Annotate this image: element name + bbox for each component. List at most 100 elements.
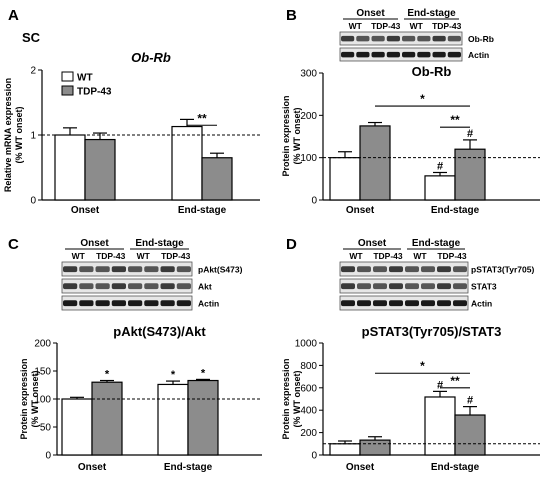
blot-band xyxy=(453,266,467,273)
blot-band xyxy=(357,300,371,307)
y-tick-label: 1 xyxy=(30,131,36,142)
blot-band xyxy=(417,35,431,42)
blot-lane-label: TDP-43 xyxy=(96,251,126,261)
bar-mark: # xyxy=(467,128,473,140)
y-tick-label: 200 xyxy=(34,339,51,350)
blot-band xyxy=(437,283,451,290)
bar-tdp43 xyxy=(91,381,123,456)
blot-band xyxy=(357,266,371,273)
blot-row-label: Actin xyxy=(468,50,489,60)
blot-band xyxy=(111,266,126,273)
bar-tdp43 xyxy=(454,414,486,456)
blot-band xyxy=(95,300,110,307)
blot-group-header: End-stage xyxy=(412,238,461,249)
bar-wt xyxy=(54,134,86,201)
bar-tdp43 xyxy=(359,125,391,201)
y-tick-label: 0 xyxy=(311,451,317,462)
y-tick-label: 600 xyxy=(300,383,317,394)
blot-band xyxy=(453,300,467,307)
blot-band xyxy=(341,283,355,290)
x-group-label: Onset xyxy=(78,462,107,473)
bar-tdp43 xyxy=(187,379,219,456)
y-tick-label: 1000 xyxy=(295,339,318,350)
blot-band xyxy=(128,300,143,307)
blot-band xyxy=(373,283,387,290)
blot-band xyxy=(386,35,400,42)
blot-band xyxy=(432,35,446,42)
blot-band xyxy=(371,35,385,42)
blot-band xyxy=(160,300,175,307)
panel-letter-c: C xyxy=(8,236,19,253)
blot-band xyxy=(160,283,175,290)
y-tick-label: 0 xyxy=(45,451,51,462)
y-tick-label: 2 xyxy=(30,66,36,77)
blot-band xyxy=(417,51,431,58)
blot-band xyxy=(386,51,400,58)
blot-group-header: End-stage xyxy=(135,238,184,249)
y-axis-label: (% WT onset) xyxy=(30,371,40,428)
blot-group-header: Onset xyxy=(80,238,109,249)
blot-band xyxy=(128,283,143,290)
blot-band xyxy=(111,283,126,290)
blot-band xyxy=(176,283,191,290)
blot-band xyxy=(421,266,435,273)
legend-swatch xyxy=(61,71,74,82)
blot-band xyxy=(160,266,175,273)
blot-band xyxy=(95,283,110,290)
x-group-label: End-stage xyxy=(178,205,227,216)
blot-band xyxy=(453,283,467,290)
bar-mark: # xyxy=(437,160,443,172)
chart-title: Ob-Rb xyxy=(131,50,171,65)
blot-row-label: Akt xyxy=(198,282,212,292)
blot-band xyxy=(432,51,446,58)
y-tick-label: 150 xyxy=(34,367,51,378)
significance-label: * xyxy=(420,92,425,106)
tissue-label: SC xyxy=(22,30,41,45)
significance-label: ** xyxy=(197,111,207,125)
y-tick-label: 800 xyxy=(300,361,317,372)
y-tick-label: 100 xyxy=(34,395,51,406)
bar-tdp43 xyxy=(454,148,486,201)
bar-wt xyxy=(329,443,361,456)
blot-band xyxy=(389,300,403,307)
blot-row-label: STAT3 xyxy=(471,282,497,292)
y-axis-label: (% WT onset) xyxy=(14,107,24,164)
bar-mark: * xyxy=(201,367,206,379)
blot-strip xyxy=(339,295,469,311)
bar-wt xyxy=(424,175,456,201)
blot-band xyxy=(176,300,191,307)
significance-label: * xyxy=(420,359,425,373)
blot-band xyxy=(405,266,419,273)
bar-wt xyxy=(157,383,189,456)
blot-band xyxy=(341,300,355,307)
blot-band xyxy=(356,51,370,58)
blot-lane-label: WT xyxy=(413,251,427,261)
panel-letter-b: B xyxy=(286,7,297,24)
chart-title: pAkt(S473)/Akt xyxy=(113,324,206,339)
blot-strip xyxy=(339,261,469,277)
x-group-label: Onset xyxy=(71,205,100,216)
bar-wt xyxy=(424,396,456,456)
bar-tdp43 xyxy=(84,138,116,201)
blot-row-label: Ob-Rb xyxy=(468,34,494,44)
y-axis-label: Protein expression xyxy=(19,358,29,439)
panel-letter-d: D xyxy=(286,236,297,253)
blot-band xyxy=(402,51,416,58)
y-tick-label: 0 xyxy=(311,196,317,207)
blot-lane-label: TDP-43 xyxy=(373,251,403,261)
blot-row-label: pAkt(S473) xyxy=(198,265,243,275)
blot-strip xyxy=(61,261,193,277)
blot-band xyxy=(144,283,159,290)
y-tick-label: 50 xyxy=(40,423,52,434)
blot-band xyxy=(373,300,387,307)
blot-group-header: End-stage xyxy=(407,8,456,19)
blot-band xyxy=(144,300,159,307)
blot-band xyxy=(95,266,110,273)
blot-strip xyxy=(61,278,193,294)
blot-band xyxy=(111,300,126,307)
blot-band xyxy=(437,300,451,307)
blot-band xyxy=(63,300,78,307)
bar-mark: * xyxy=(105,369,110,381)
blot-band xyxy=(405,283,419,290)
